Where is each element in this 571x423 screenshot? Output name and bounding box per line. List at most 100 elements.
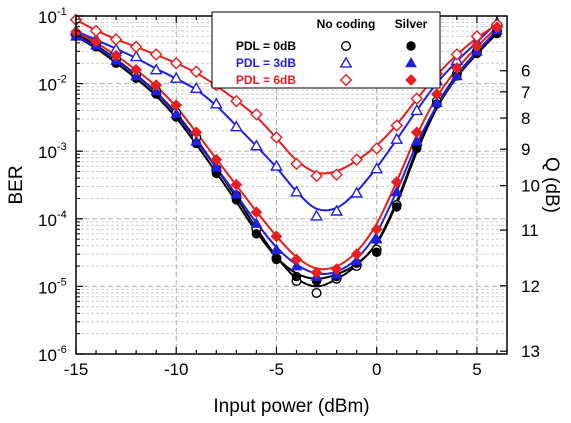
- legend-marker-silver: [405, 56, 417, 68]
- x-tick-label: -5: [269, 360, 284, 379]
- data-point: [392, 202, 402, 212]
- data-point: [150, 79, 163, 91]
- data-point: [370, 142, 383, 155]
- data-point: [270, 230, 283, 243]
- data-point: [491, 21, 503, 34]
- data-point: [89, 24, 103, 38]
- data-point: [230, 178, 243, 191]
- fit-curve: [75, 32, 498, 280]
- q-axis-title: Q (dB): [541, 157, 562, 213]
- data-point: [290, 260, 303, 271]
- data-point: [290, 157, 303, 171]
- data-point: [149, 63, 163, 75]
- data-point: [430, 96, 443, 108]
- legend-marker-no-coding: [341, 41, 352, 52]
- legend-marker-no-coding: [339, 73, 353, 87]
- legend-label-pdl-6db: PDL = 6dB: [236, 73, 296, 87]
- fit-curve: [75, 26, 498, 271]
- q-tick-label: 7: [521, 83, 530, 102]
- y-tick-label: 10 -2: [38, 74, 67, 95]
- data-point: [110, 49, 122, 62]
- data-point: [290, 185, 303, 197]
- q-tick-label: 6: [521, 62, 530, 81]
- data-point: [370, 162, 384, 174]
- q-tick-label: 8: [521, 109, 530, 128]
- data-point: [210, 153, 223, 166]
- y-tick-base: 10: [38, 76, 57, 95]
- data-point: [471, 40, 483, 52]
- legend-label-pdl-3db: PDL = 3dB: [236, 56, 296, 70]
- data-point: [270, 131, 283, 144]
- q-tick-label: 10: [521, 177, 540, 196]
- y-tick-label: 10 -3: [38, 141, 67, 162]
- y-tick-label: 10 -6: [38, 344, 67, 365]
- y-tick-exponent: -2: [57, 74, 67, 86]
- y-tick-exponent: -3: [57, 141, 67, 153]
- data-point: [370, 233, 383, 244]
- q-tick-label: 12: [521, 277, 540, 296]
- data-point: [370, 223, 383, 236]
- y-tick-label: 10 -1: [38, 6, 67, 27]
- data-point: [371, 247, 382, 257]
- data-point: [330, 263, 343, 276]
- data-point: [209, 97, 223, 109]
- data-point: [310, 266, 323, 279]
- y-tick-base: 10: [38, 346, 57, 365]
- data-point: [410, 126, 423, 139]
- data-point: [250, 206, 263, 219]
- x-tick-label: -15: [64, 360, 89, 379]
- data-point: [290, 253, 303, 266]
- data-point: [170, 107, 183, 118]
- legend-header-no-coding: No coding: [317, 17, 376, 31]
- data-markers: [69, 13, 504, 298]
- data-point: [251, 229, 262, 239]
- y-tick-base: 10: [38, 278, 57, 297]
- data-point: [129, 40, 143, 54]
- legend-marker-no-coding: [339, 56, 353, 68]
- data-point: [410, 135, 423, 146]
- x-tick-label: 5: [472, 360, 481, 379]
- data-point: [390, 176, 403, 188]
- legend-header-silver: Silver: [395, 17, 428, 31]
- data-point: [170, 99, 183, 112]
- y-axis-title: BER: [6, 165, 27, 204]
- data-point: [350, 254, 363, 265]
- data-point: [350, 153, 363, 166]
- data-point: [430, 88, 443, 100]
- data-point: [169, 56, 183, 70]
- y-tick-base: 10: [38, 143, 57, 162]
- data-point: [450, 48, 464, 61]
- data-point: [451, 62, 463, 74]
- data-point: [250, 217, 263, 228]
- q-tick-label: 13: [521, 342, 540, 361]
- y-tick-label: 10 -4: [38, 209, 67, 230]
- data-point: [270, 159, 283, 171]
- q-tick-label: 9: [521, 140, 530, 159]
- y-tick-base: 10: [38, 211, 57, 230]
- data-point: [330, 204, 344, 216]
- q-tick-label: 11: [521, 221, 539, 240]
- fit-curve: [75, 21, 498, 212]
- fit-curve: [75, 29, 498, 275]
- y-tick-exponent: -1: [57, 6, 67, 18]
- data-point: [390, 185, 403, 197]
- data-point: [310, 169, 323, 183]
- y-tick-label: 10 -5: [38, 276, 67, 297]
- legend-label-pdl-0db: PDL = 0dB: [236, 39, 296, 53]
- legend-box: [211, 11, 441, 89]
- data-point: [130, 63, 143, 76]
- legend-marker-silver: [406, 41, 416, 51]
- data-point: [450, 69, 463, 81]
- data-point: [90, 35, 102, 48]
- data-point: [230, 94, 243, 108]
- legend-marker-silver: [405, 74, 417, 86]
- data-point: [310, 209, 323, 221]
- data-point: [270, 243, 283, 254]
- legend-markers: [339, 41, 417, 87]
- data-point: [190, 126, 203, 139]
- data-point: [169, 71, 183, 83]
- data-point: [109, 33, 123, 46]
- y-tick-exponent: -4: [57, 209, 67, 221]
- data-point: [190, 135, 203, 146]
